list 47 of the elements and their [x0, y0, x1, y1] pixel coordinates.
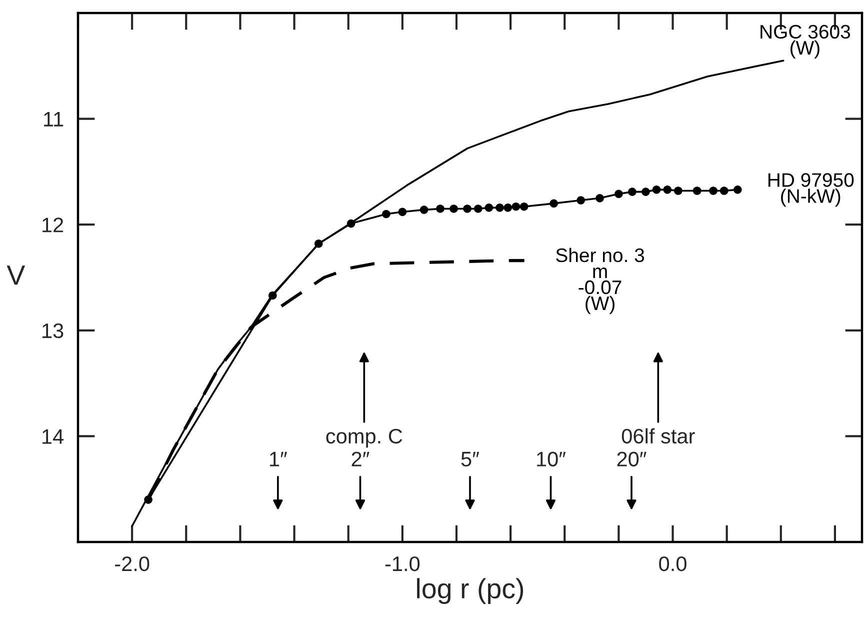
- y-axis-title: V: [6, 266, 26, 285]
- point: [652, 186, 661, 194]
- point: [576, 196, 586, 204]
- series-label: NGC 3603 (W): [760, 24, 850, 58]
- point: [614, 190, 623, 198]
- y-tick-label: 12: [42, 218, 64, 232]
- point: [720, 186, 728, 195]
- annotation: 1″: [270, 452, 288, 466]
- annotation: 06lf star: [622, 428, 695, 444]
- point: [512, 202, 520, 211]
- series-label: Sher no. 3 m -0.07 (W): [556, 248, 644, 314]
- point: [628, 188, 636, 196]
- x-tick-label: -1.0: [385, 556, 420, 572]
- point: [268, 291, 277, 300]
- point: [436, 204, 444, 213]
- point: [496, 204, 504, 212]
- annotation: comp. C: [326, 428, 402, 448]
- point: [398, 208, 407, 216]
- point: [463, 204, 472, 213]
- point: [484, 204, 494, 212]
- y-tick-label: 11: [44, 112, 64, 126]
- point: [450, 204, 458, 213]
- point: [346, 219, 356, 228]
- point: [550, 199, 558, 208]
- annotation: 5″: [461, 452, 480, 466]
- point: [709, 186, 718, 195]
- series-label: HD 97950 (N-kW): [768, 173, 854, 207]
- point: [382, 210, 390, 218]
- point: [663, 186, 672, 194]
- point: [504, 204, 512, 212]
- point: [420, 206, 428, 214]
- y-tick-label: 14: [42, 429, 64, 444]
- y-tick-label: 13: [42, 323, 64, 338]
- x-axis-title: log r (pc): [417, 578, 524, 604]
- x-tick-label: 0.0: [659, 556, 686, 572]
- annotation: 20″: [617, 452, 646, 466]
- x-tick-label: -2.0: [115, 556, 150, 572]
- point: [596, 194, 604, 202]
- annotation: 2″: [352, 452, 370, 466]
- point: [733, 186, 742, 194]
- point: [642, 188, 650, 196]
- point: [674, 186, 682, 195]
- point: [474, 204, 482, 213]
- point: [520, 202, 528, 211]
- point: [692, 186, 702, 195]
- point: [314, 239, 323, 248]
- annotation: 10″: [537, 452, 566, 466]
